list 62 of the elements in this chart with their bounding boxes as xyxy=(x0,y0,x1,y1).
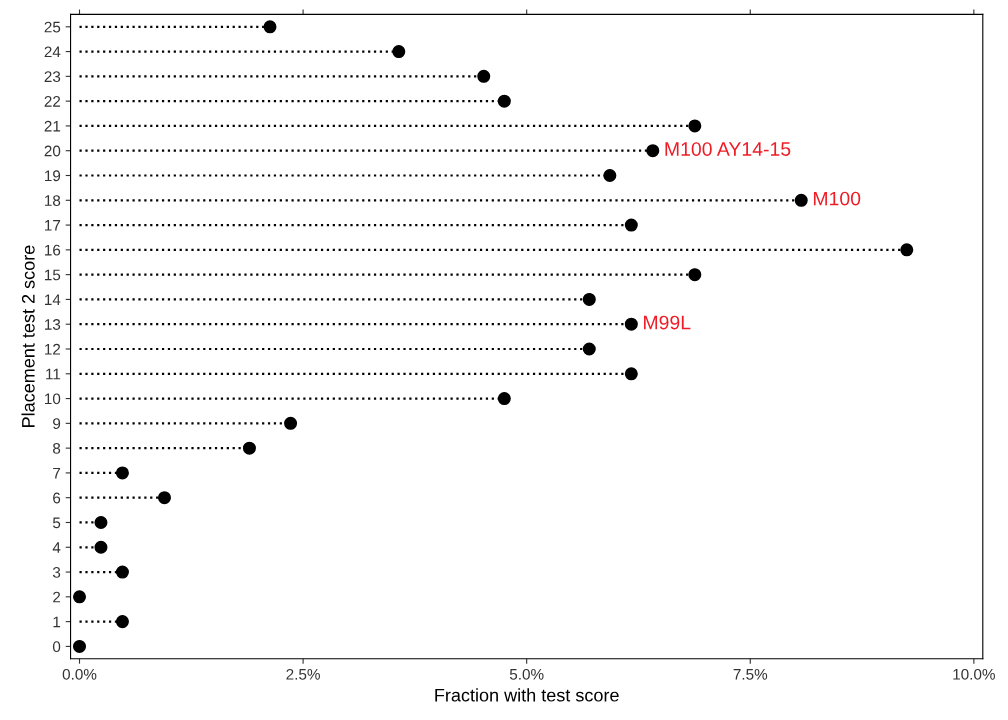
point xyxy=(72,639,87,653)
x-tick-label: 5.0% xyxy=(509,668,544,680)
y-tick-label: 17 xyxy=(45,220,61,231)
y-tick-label: 6 xyxy=(53,492,61,504)
y-tick-label: 20 xyxy=(44,145,61,157)
point xyxy=(688,119,702,133)
y-tick-label: 12 xyxy=(45,343,61,355)
y-tick-label: 3 xyxy=(52,566,61,578)
point xyxy=(94,515,108,529)
y-axis-title: Placement test 2 score xyxy=(21,245,35,427)
point xyxy=(284,416,298,430)
y-tick-label: 18 xyxy=(45,195,61,206)
y-tick-label: 2 xyxy=(53,591,61,603)
point xyxy=(477,69,491,83)
annotation: M99L xyxy=(644,315,691,330)
y-tick-label: 16 xyxy=(45,244,61,256)
x-axis-title: Fraction with test score xyxy=(435,688,619,702)
y-tick-label: 11 xyxy=(46,368,61,380)
y-tick-label: 1 xyxy=(53,616,61,628)
annotation: M100 AY14-15 xyxy=(665,142,791,156)
point xyxy=(624,218,638,232)
y-tick-label: 7 xyxy=(53,467,61,479)
point xyxy=(794,193,808,207)
y-tick-label: 15 xyxy=(45,269,61,281)
x-tick-label: 2.5% xyxy=(286,668,320,680)
x-tick-label: 7.5% xyxy=(733,668,768,680)
point xyxy=(157,491,171,505)
point xyxy=(688,268,702,282)
point xyxy=(624,367,638,381)
y-tick-label: 5 xyxy=(52,517,61,529)
point xyxy=(115,565,129,579)
point xyxy=(242,441,256,455)
y-tick-label: 23 xyxy=(44,71,61,83)
point xyxy=(115,615,129,629)
y-tick-label: 8 xyxy=(53,443,61,454)
x-tick-label: 10.0% xyxy=(953,668,995,680)
point xyxy=(582,342,596,356)
point xyxy=(94,540,108,554)
point xyxy=(497,392,511,406)
y-tick-label: 22 xyxy=(44,96,61,107)
point xyxy=(392,45,406,59)
point xyxy=(646,144,660,158)
y-tick-label: 0 xyxy=(52,641,61,653)
point xyxy=(624,317,638,331)
y-tick-label: 24 xyxy=(44,46,61,58)
y-tick-label: 21 xyxy=(44,120,61,132)
point xyxy=(497,94,511,108)
point xyxy=(263,20,277,34)
y-tick-label: 19 xyxy=(45,170,61,182)
y-tick-label: 4 xyxy=(52,542,61,553)
point xyxy=(900,243,914,257)
y-tick-label: 13 xyxy=(45,319,61,330)
point xyxy=(72,590,87,604)
y-tick-label: 14 xyxy=(45,294,61,305)
y-tick-label: 9 xyxy=(53,418,61,430)
point xyxy=(582,292,596,306)
y-tick-label: 10 xyxy=(45,393,61,405)
point xyxy=(603,168,617,183)
annotation: M100 xyxy=(813,191,861,206)
y-tick-label: 25 xyxy=(44,21,61,33)
x-tick-label: 0.0% xyxy=(62,668,97,680)
point xyxy=(115,466,129,480)
